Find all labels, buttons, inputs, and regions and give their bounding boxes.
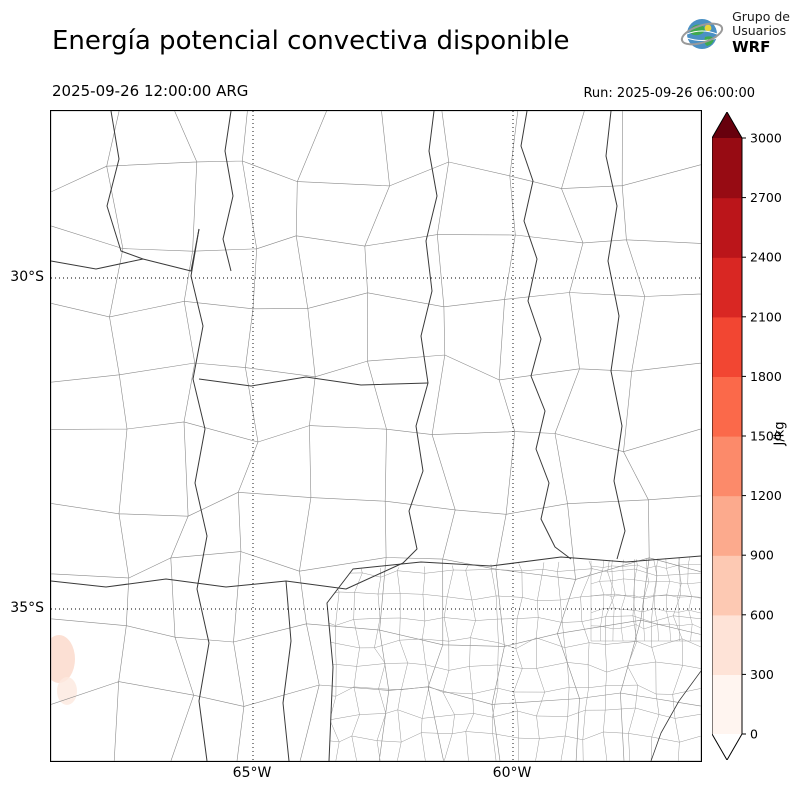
colorbar-tick-label: 900 bbox=[750, 548, 774, 563]
y-tick-30S: 30°S bbox=[10, 269, 44, 285]
colorbar-tick-label: 300 bbox=[750, 667, 774, 682]
colorbar-tick-label: 2100 bbox=[750, 309, 782, 324]
department-boundaries bbox=[51, 111, 701, 761]
page-title: Energía potencial convectiva disponible bbox=[52, 26, 570, 56]
colorbar-over-arrow bbox=[712, 112, 742, 138]
colorbar-tick-label: 2400 bbox=[750, 250, 782, 265]
colorbar-segment bbox=[712, 197, 742, 258]
x-tick-65W: 65°W bbox=[232, 765, 272, 781]
map-panel bbox=[50, 110, 702, 762]
colorbar-tick-label: 2700 bbox=[750, 190, 782, 205]
colorbar-segment bbox=[712, 555, 742, 616]
valid-time-label: 2025-09-26 12:00:00 ARG bbox=[52, 82, 249, 100]
boundary-mesh bbox=[327, 557, 701, 761]
buenos-aires-partido-boundaries bbox=[327, 557, 701, 761]
colorbar-segment bbox=[712, 257, 742, 318]
y-tick-35S: 35°S bbox=[10, 600, 44, 616]
colorbar-segment bbox=[712, 316, 742, 377]
x-tick-60W: 60°W bbox=[492, 765, 532, 781]
logo-org-line1: Grupo de bbox=[732, 9, 790, 24]
colorbar-tick-label: 1800 bbox=[750, 369, 782, 384]
colorbar-tick-label: 1500 bbox=[750, 429, 782, 444]
province-boundaries bbox=[51, 111, 701, 761]
globe-icon bbox=[680, 19, 724, 49]
gridlines bbox=[51, 111, 701, 761]
boundary-mesh bbox=[590, 557, 701, 642]
logo-org-line2: Usuarios bbox=[732, 23, 787, 39]
colorbar-segment bbox=[712, 436, 742, 497]
wrf-users-group-logo: Grupo de Usuarios WRF bbox=[679, 9, 790, 56]
logo-acronym: WRF bbox=[732, 37, 771, 56]
colorbar-segment bbox=[712, 674, 742, 735]
colorbar-segment bbox=[712, 495, 742, 556]
map-canvas bbox=[51, 111, 701, 761]
colorbar-segment bbox=[712, 138, 742, 199]
colorbar-tick-label: 0 bbox=[750, 727, 758, 742]
model-run-label: Run: 2025-09-26 06:00:00 bbox=[583, 86, 755, 101]
colorbar-tick-label: 600 bbox=[750, 607, 774, 622]
colorbar-tick-label: 1200 bbox=[750, 488, 782, 503]
boundary-mesh bbox=[51, 111, 701, 761]
colorbar-under-arrow bbox=[712, 734, 742, 760]
colorbar-tick-label: 3000 bbox=[750, 131, 782, 146]
colorbar-unit-label: J/kg bbox=[772, 421, 788, 446]
colorbar: 0 300 600 900 1200 1500 1800 2100 2400 2700 3000 bbox=[712, 112, 782, 760]
colorbar-segment bbox=[712, 376, 742, 437]
colorbar-segment bbox=[712, 614, 742, 675]
cape-shading bbox=[51, 635, 77, 705]
